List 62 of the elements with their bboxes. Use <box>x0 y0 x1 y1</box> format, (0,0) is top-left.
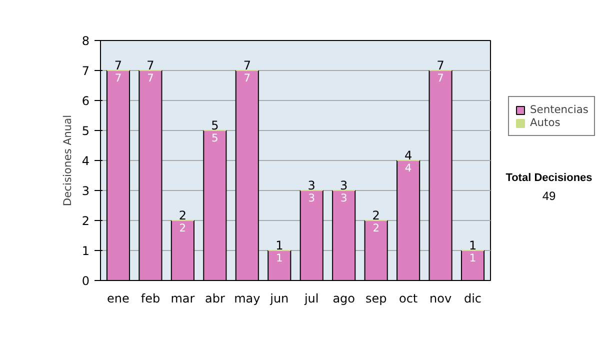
bar <box>396 160 420 280</box>
data-label: 5 <box>212 132 218 144</box>
bar <box>332 190 356 280</box>
text: Total Decisiones <box>506 171 592 186</box>
data-label: 4 <box>404 162 412 174</box>
data-label: 1 <box>276 252 283 264</box>
y-tick-label: 3 <box>82 184 90 198</box>
x-tick-label: mar <box>170 292 195 306</box>
y-tick-label: 7 <box>82 64 90 78</box>
x-tick-label: oct <box>398 292 418 306</box>
data-label: 2 <box>179 222 186 234</box>
y-tick-label: 2 <box>82 214 90 228</box>
total-label: 7 <box>436 58 444 72</box>
x-tick-label: jul <box>303 292 319 306</box>
y-tick-label: 1 <box>82 244 90 258</box>
x-tick-label: dic <box>464 292 482 306</box>
total-label: 2 <box>372 208 380 222</box>
data-label: 2 <box>372 222 380 234</box>
bar <box>268 250 292 280</box>
total-label: 7 <box>146 58 154 72</box>
y-tick-label: 6 <box>82 94 90 108</box>
total-label: 1 <box>468 238 477 252</box>
data-label: 1 <box>469 252 476 264</box>
data-label: 7 <box>114 72 122 84</box>
y-tick-label: 4 <box>82 154 90 168</box>
total-label: 5 <box>211 118 219 132</box>
total-label: 3 <box>340 178 348 192</box>
bar <box>364 220 388 280</box>
y-tick-label: 8 <box>82 34 90 48</box>
bar <box>138 70 162 280</box>
y-tick-label: 5 <box>82 124 90 138</box>
total-label: 3 <box>308 178 316 192</box>
text: 49 <box>542 188 556 204</box>
data-label: 3 <box>340 192 348 204</box>
total-label: 4 <box>404 148 412 162</box>
legend-label: Sentencias <box>530 103 588 116</box>
x-tick-label: jun <box>269 292 289 306</box>
legend-label: Autos <box>530 116 560 129</box>
x-tick-label: sep <box>365 292 387 306</box>
x-tick-label: ene <box>107 292 130 306</box>
bar <box>235 70 259 280</box>
bar <box>203 130 227 280</box>
data-label: 7 <box>147 72 154 84</box>
y-axis-title: Decisiones Anual <box>60 114 74 206</box>
bar <box>460 250 485 280</box>
data-label: 7 <box>244 72 251 84</box>
x-tick-label: may <box>234 292 260 306</box>
total-label: 2 <box>178 208 187 222</box>
bar <box>300 190 324 280</box>
data-label: 7 <box>437 72 444 84</box>
total-label: 1 <box>276 238 284 252</box>
bar <box>106 70 130 280</box>
data-label: 3 <box>308 192 316 204</box>
bar <box>428 70 452 280</box>
y-tick-label: 0 <box>82 274 90 288</box>
x-tick-label: nov <box>430 292 452 306</box>
total-label: 7 <box>243 58 251 72</box>
x-tick-label: feb <box>140 292 160 306</box>
x-tick-label: ago <box>332 292 356 306</box>
x-tick-label: abr <box>204 292 225 306</box>
total-label: 7 <box>114 58 122 72</box>
bar <box>170 220 194 280</box>
